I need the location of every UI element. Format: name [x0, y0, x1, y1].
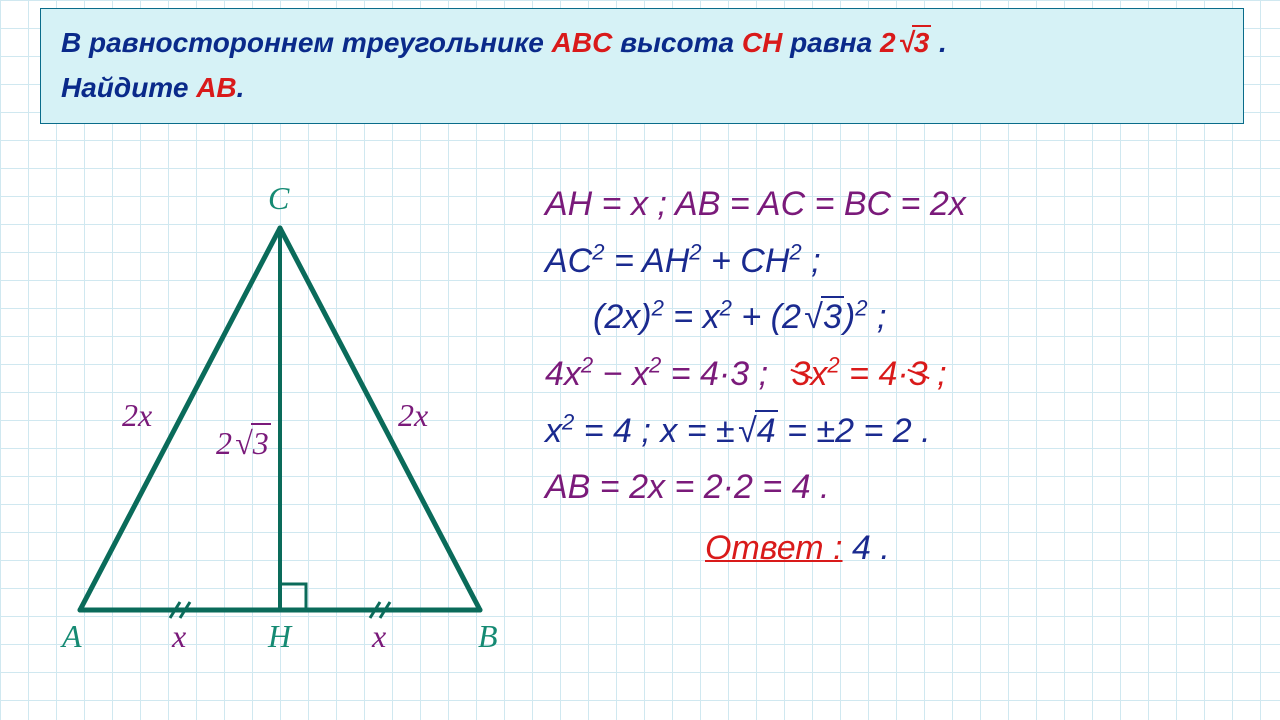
eq-text: ; [928, 355, 947, 393]
answer-label: Ответ : [705, 529, 843, 567]
eq-text: ; [868, 298, 887, 336]
cancelled-coef: 3 [792, 355, 811, 393]
side-ac-label: 2x [122, 397, 152, 434]
radicand: 3 [912, 25, 932, 58]
eq-text: AH = x ; [545, 185, 667, 223]
eq-text: = AH [605, 242, 690, 280]
eq-text: x [545, 412, 562, 450]
radicand: 4 [755, 410, 778, 450]
problem-text: . [939, 27, 947, 58]
coef: 2 [216, 425, 232, 461]
eq-text: = 4· [840, 355, 909, 393]
problem-text: . [237, 72, 245, 103]
eq-text: = ±2 = 2 . [778, 412, 931, 450]
problem-statement: В равностороннем треугольнике ABC высота… [40, 8, 1244, 124]
step-compute-ab: AB = 2x = 2·2 = 4 . [545, 461, 1265, 514]
radicand: 3 [821, 296, 844, 336]
eq-text: − x [593, 355, 649, 393]
answer-value: 4 . [852, 529, 890, 567]
altitude-name: CH [742, 27, 782, 58]
eq-text: AC [545, 242, 592, 280]
triangle-diagram: C A B H 2x 2x 23 x x [30, 180, 520, 660]
step-pythagoras: AC2 = AH2 + CH2 ; [545, 235, 1265, 288]
eq-text: = 4·3 ; [661, 355, 768, 393]
foot-h-label: H [268, 618, 291, 655]
step-solve-x: x2 = 4 ; x = ±4 = ±2 = 2 . [545, 405, 1265, 458]
coef: 2 [880, 27, 896, 58]
vertex-b-label: B [478, 618, 498, 655]
radicand: 3 [251, 423, 271, 461]
problem-text: В равностороннем треугольнике [61, 27, 552, 58]
eq-text: = 4 ; [574, 412, 651, 450]
eq-text: + (2 [732, 298, 801, 336]
eq-text: 4x [545, 355, 581, 393]
problem-text: высота [620, 27, 742, 58]
altitude-label: 23 [216, 425, 271, 462]
problem-text: равна [790, 27, 880, 58]
answer-row: Ответ : 4 . [545, 522, 1265, 575]
eq-text: (2x) [593, 298, 652, 336]
altitude-value: 23 [880, 27, 939, 58]
step-simplify: 4x2 − x2 = 4·3 ; 3x2 = 4·3 ; [545, 348, 1265, 401]
find-side: AB [196, 72, 236, 103]
eq-text: AB = 2x = 2·2 = 4 . [545, 468, 829, 506]
eq-text: = x [664, 298, 720, 336]
eq-text: + CH [702, 242, 790, 280]
segment-hb-label: x [372, 618, 386, 655]
eq-text: AB = AC = BC = 2x [667, 185, 966, 223]
solution-steps: AH = x ; AB = AC = BC = 2x AC2 = AH2 + C… [545, 178, 1265, 579]
vertex-c-label: C [268, 180, 289, 217]
eq-text: ; [802, 242, 821, 280]
cancelled-three: 3 [909, 355, 928, 393]
eq-text: x [810, 355, 827, 393]
segment-ah-label: x [172, 618, 186, 655]
eq-text: x = ± [651, 412, 735, 450]
side-bc-label: 2x [398, 397, 428, 434]
eq-text: ) [844, 298, 855, 336]
vertex-a-label: A [62, 618, 82, 655]
step-let: AH = x ; AB = AC = BC = 2x [545, 178, 1265, 231]
triangle-name: ABC [552, 27, 613, 58]
diagram-svg [30, 180, 520, 660]
step-substitute: (2x)2 = x2 + (23)2 ; [545, 291, 1265, 344]
problem-text: Найдите [61, 72, 196, 103]
